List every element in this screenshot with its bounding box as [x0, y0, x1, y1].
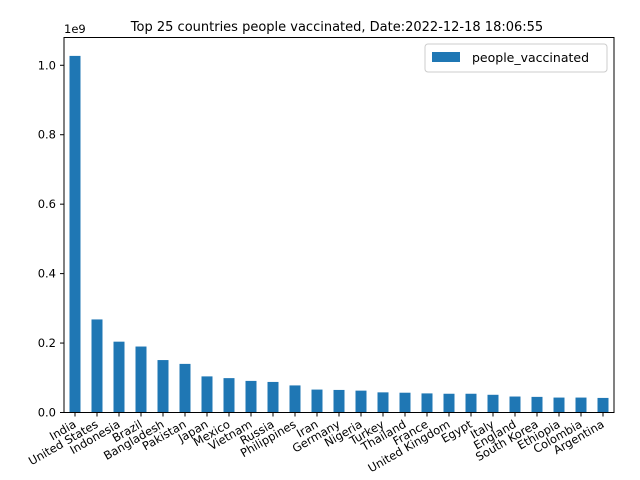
bar: [443, 393, 455, 413]
bar: [355, 390, 367, 413]
bar: [421, 393, 433, 413]
bar: [465, 393, 477, 413]
bar: [311, 389, 323, 413]
y-tick-label: 0.8: [38, 128, 56, 142]
y-tick-label: 0.6: [38, 197, 56, 211]
plot-frame: [63, 37, 615, 413]
y-offset-label: 1e9: [64, 22, 86, 36]
bar: [179, 363, 191, 413]
legend: people_vaccinated: [424, 43, 608, 73]
legend-label: people_vaccinated: [472, 50, 589, 65]
bar: [377, 392, 389, 413]
y-tick-label: 0.0: [38, 406, 56, 420]
bar: [135, 346, 147, 413]
y-tick-label: 0.2: [38, 336, 56, 350]
y-tick-label: 0.4: [38, 267, 56, 281]
bar: [553, 397, 565, 413]
bar: [267, 381, 279, 413]
bar: [223, 378, 235, 413]
bars-group: [69, 55, 609, 413]
chart-title: Top 25 countries people vaccinated, Date…: [130, 20, 543, 35]
y-axis: 0.0 0.2 0.4 0.6 0.8 1.0: [38, 58, 64, 420]
legend-swatch: [432, 52, 460, 62]
bar: [399, 392, 411, 413]
bar: [597, 397, 609, 413]
bar: [487, 394, 499, 413]
y-tick-label: 1.0: [38, 58, 56, 72]
bar: [245, 380, 257, 413]
bar: [531, 396, 543, 413]
bar: [289, 385, 301, 413]
legend-box: [424, 43, 608, 73]
bar: [69, 55, 81, 413]
bar: [509, 396, 521, 413]
bar: [575, 397, 587, 413]
bar: [91, 319, 103, 413]
bar: [333, 389, 345, 413]
bar: [201, 376, 213, 413]
bar: [113, 341, 125, 413]
bar: [157, 360, 169, 413]
